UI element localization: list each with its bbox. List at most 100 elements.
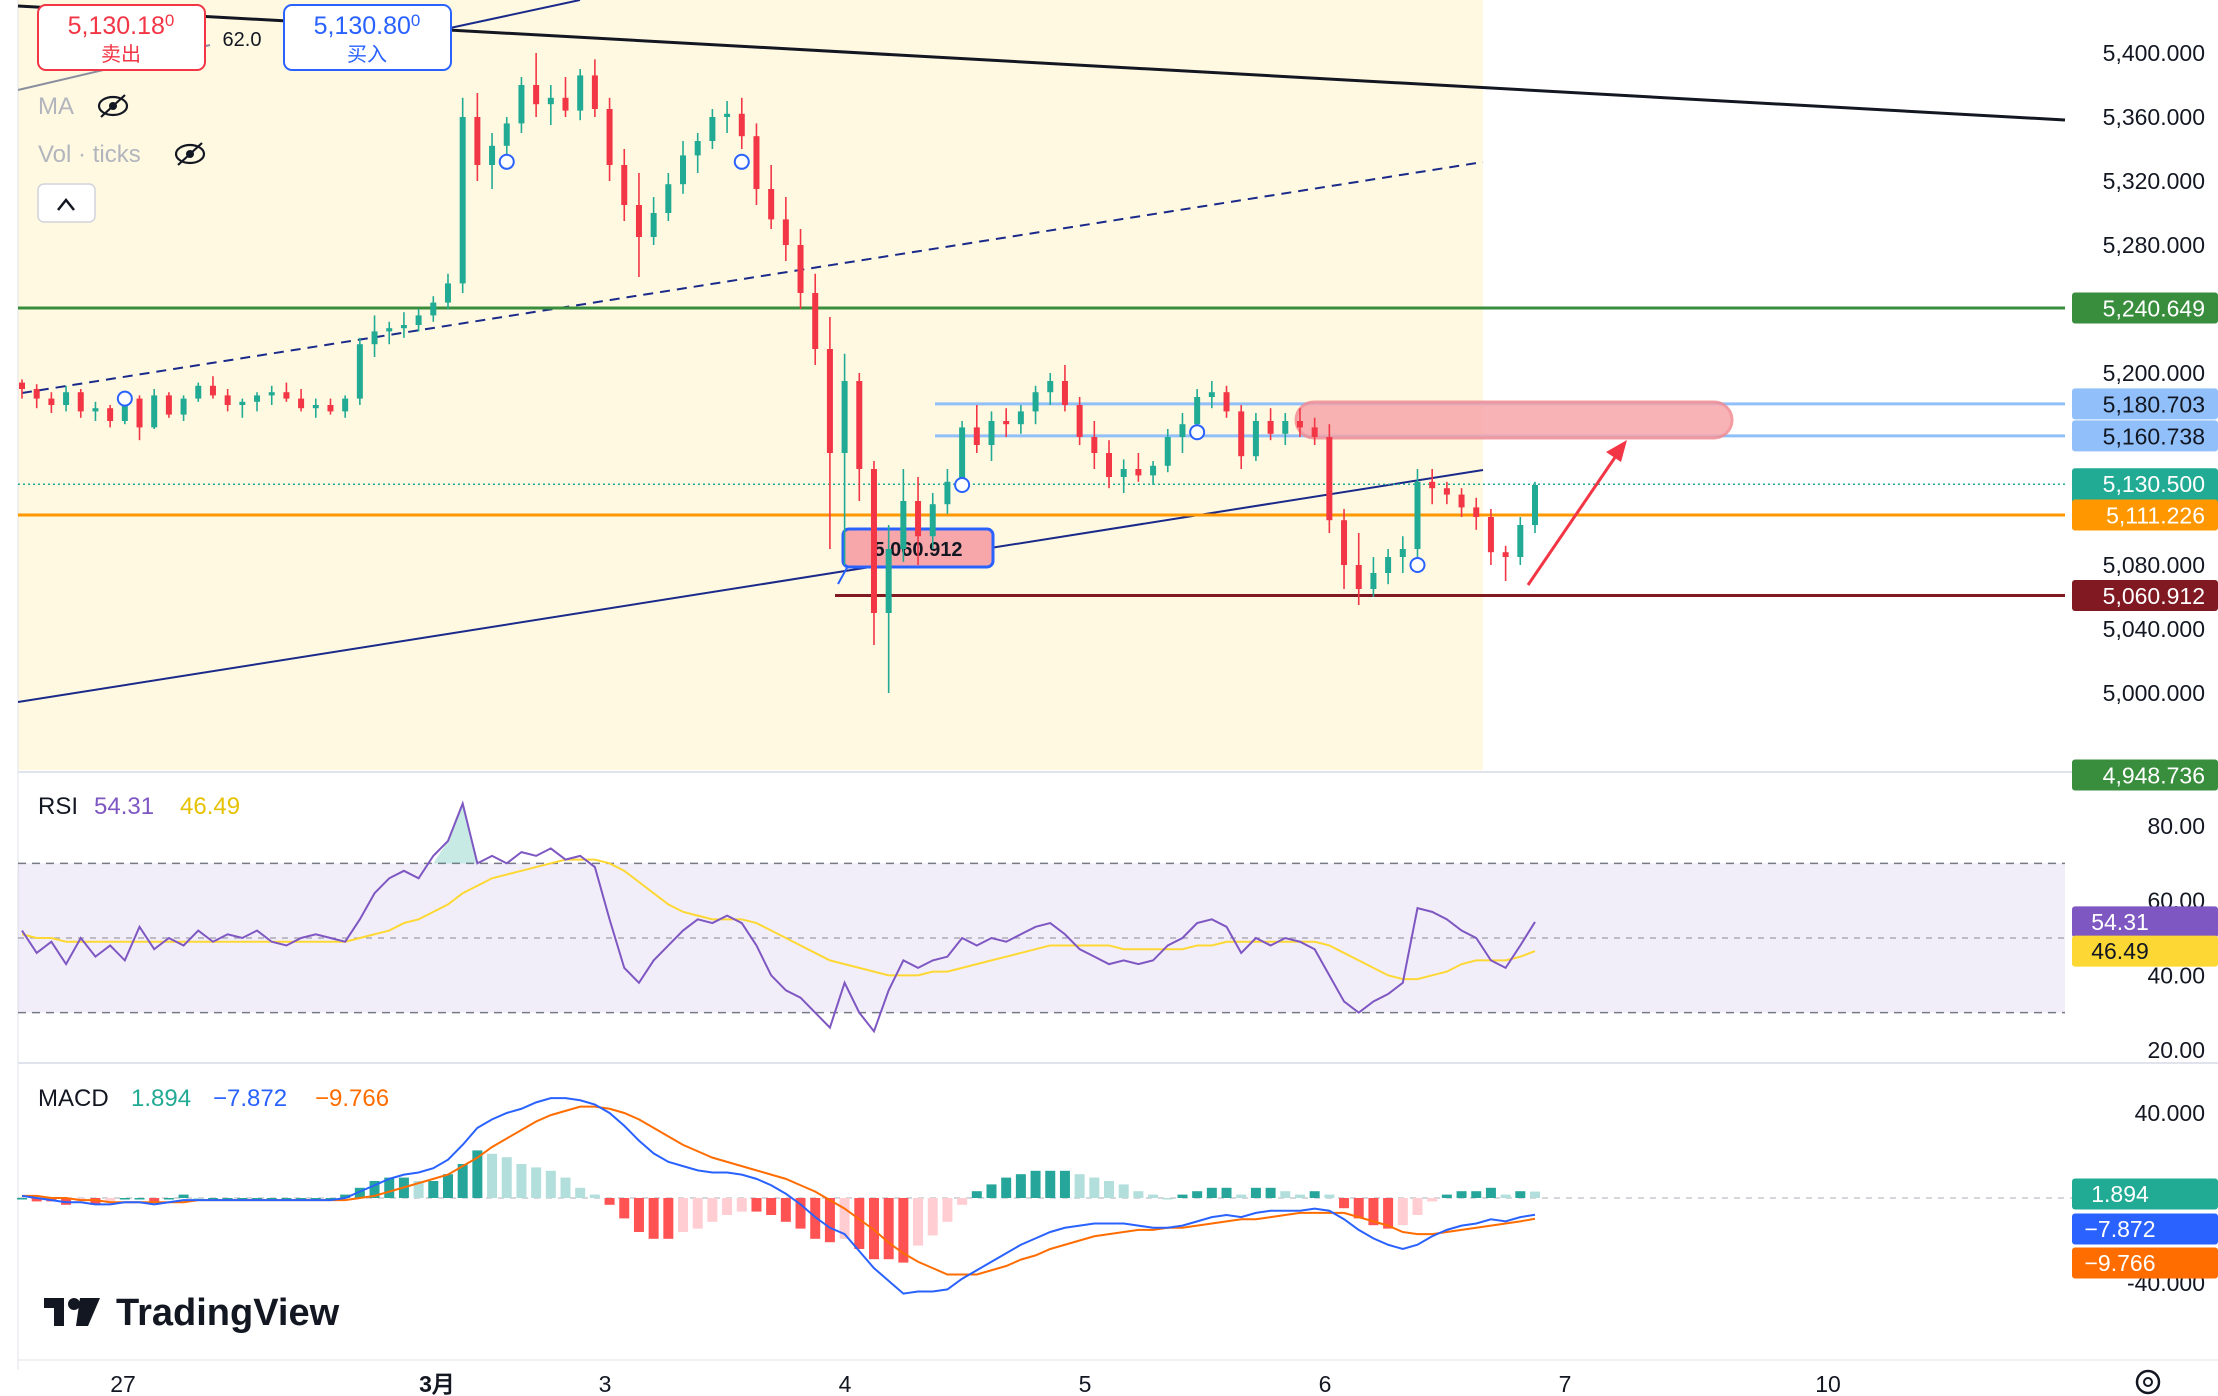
candle-body[interactable] xyxy=(1238,411,1245,457)
circle-marker-icon[interactable] xyxy=(733,153,750,170)
candle-body[interactable] xyxy=(1076,405,1083,437)
candle-body[interactable] xyxy=(312,405,319,409)
candle-body[interactable] xyxy=(1517,525,1524,557)
candle-body[interactable] xyxy=(753,136,760,189)
candle-body[interactable] xyxy=(1150,465,1157,476)
candle-body[interactable] xyxy=(268,392,275,396)
candle-body[interactable] xyxy=(1003,421,1010,425)
candle-body[interactable] xyxy=(327,405,334,412)
vol-legend-label[interactable]: Vol · ticks xyxy=(38,141,141,168)
candle-body[interactable] xyxy=(1385,557,1392,573)
candle-body[interactable] xyxy=(885,549,892,613)
candle-body[interactable] xyxy=(165,395,172,415)
candle-body[interactable] xyxy=(1443,488,1450,495)
candle-body[interactable] xyxy=(900,501,907,549)
candle-body[interactable] xyxy=(1017,411,1024,425)
candle-body[interactable] xyxy=(1164,437,1171,466)
candle-body[interactable] xyxy=(136,398,143,428)
candle-body[interactable] xyxy=(577,75,584,111)
candle-body[interactable] xyxy=(151,395,158,428)
candle-body[interactable] xyxy=(1194,397,1201,425)
candle-body[interactable] xyxy=(33,389,40,399)
macd-value-badge[interactable] xyxy=(2072,1213,2218,1245)
candle-body[interactable] xyxy=(1355,565,1362,589)
candle-body[interactable] xyxy=(107,408,114,421)
price-label-badge[interactable] xyxy=(2072,420,2218,452)
candle-body[interactable] xyxy=(635,205,642,237)
red-arrow-icon[interactable] xyxy=(1526,449,1622,586)
sell-button[interactable] xyxy=(37,4,206,71)
candle-body[interactable] xyxy=(1370,573,1377,589)
candle-body[interactable] xyxy=(694,141,701,156)
candle-body[interactable] xyxy=(929,504,936,537)
ma-legend-label[interactable]: MA xyxy=(38,93,74,120)
candle-body[interactable] xyxy=(680,155,687,185)
candle-body[interactable] xyxy=(1282,421,1289,434)
candle-body[interactable] xyxy=(63,392,70,405)
candle-body[interactable] xyxy=(209,385,216,396)
macd-line[interactable] xyxy=(21,1097,1536,1295)
candle-body[interactable] xyxy=(959,427,966,482)
macd-value-badge[interactable] xyxy=(2072,1178,2218,1210)
rsi-value-badge[interactable] xyxy=(2072,935,2218,967)
candle-body[interactable] xyxy=(1326,437,1333,521)
candle-body[interactable] xyxy=(48,398,55,405)
candle-body[interactable] xyxy=(782,219,789,245)
circle-marker-icon[interactable] xyxy=(1409,557,1426,573)
candle-body[interactable] xyxy=(92,408,99,412)
candle-body[interactable] xyxy=(1414,481,1421,549)
candle-body[interactable] xyxy=(1502,552,1509,557)
candle-body[interactable] xyxy=(239,401,246,405)
candle-body[interactable] xyxy=(180,398,187,415)
candle-body[interactable] xyxy=(724,113,731,117)
circle-marker-icon[interactable] xyxy=(1189,424,1206,441)
candle-body[interactable] xyxy=(1458,494,1465,508)
candle-body[interactable] xyxy=(430,302,437,316)
candle-body[interactable] xyxy=(342,398,349,412)
candle-body[interactable] xyxy=(1399,549,1406,557)
candle-body[interactable] xyxy=(1311,427,1318,437)
candle-body[interactable] xyxy=(489,145,496,165)
candle-body[interactable] xyxy=(386,328,393,332)
candle-body[interactable] xyxy=(415,315,422,325)
candle-body[interactable] xyxy=(562,97,569,111)
candle-body[interactable] xyxy=(298,398,305,409)
eye-off-icon[interactable] xyxy=(97,94,129,118)
macd-value-badge[interactable] xyxy=(2072,1247,2218,1279)
candle-body[interactable] xyxy=(1091,437,1098,453)
candle-body[interactable] xyxy=(400,325,407,329)
candle-body[interactable] xyxy=(1532,485,1538,525)
candle-body[interactable] xyxy=(870,469,877,613)
candle-body[interactable] xyxy=(1267,421,1274,434)
candle-body[interactable] xyxy=(812,293,819,349)
candle-body[interactable] xyxy=(371,331,378,345)
candle-body[interactable] xyxy=(503,123,510,146)
target-zone-highlight[interactable] xyxy=(1294,400,1734,440)
candle-body[interactable] xyxy=(1047,381,1054,393)
candle-body[interactable] xyxy=(797,245,804,293)
candle-body[interactable] xyxy=(77,392,84,412)
candle-body[interactable] xyxy=(1296,421,1303,428)
rsi-value-badge[interactable] xyxy=(2072,906,2218,938)
candle-body[interactable] xyxy=(195,385,202,399)
candle-body[interactable] xyxy=(254,395,261,402)
candle-body[interactable] xyxy=(1252,421,1259,457)
candle-body[interactable] xyxy=(533,85,540,105)
candle-body[interactable] xyxy=(709,117,716,141)
candle-body[interactable] xyxy=(944,481,951,505)
candle-body[interactable] xyxy=(856,381,863,469)
candle-body[interactable] xyxy=(826,349,833,453)
rsi-line[interactable] xyxy=(21,800,1536,1034)
circle-marker-icon[interactable] xyxy=(116,390,133,407)
candle-body[interactable] xyxy=(547,97,554,105)
candle-body[interactable] xyxy=(768,189,775,220)
candle-body[interactable] xyxy=(1135,469,1142,476)
candle-body[interactable] xyxy=(1429,481,1436,489)
circle-marker-icon[interactable] xyxy=(498,153,515,170)
price-label-badge[interactable] xyxy=(2072,499,2218,531)
candle-body[interactable] xyxy=(1223,392,1230,412)
candle-body[interactable] xyxy=(459,117,466,284)
settings-gear-icon[interactable] xyxy=(2135,1369,2161,1395)
ascending-support-line[interactable] xyxy=(17,469,1484,703)
candle-body[interactable] xyxy=(1473,507,1480,517)
